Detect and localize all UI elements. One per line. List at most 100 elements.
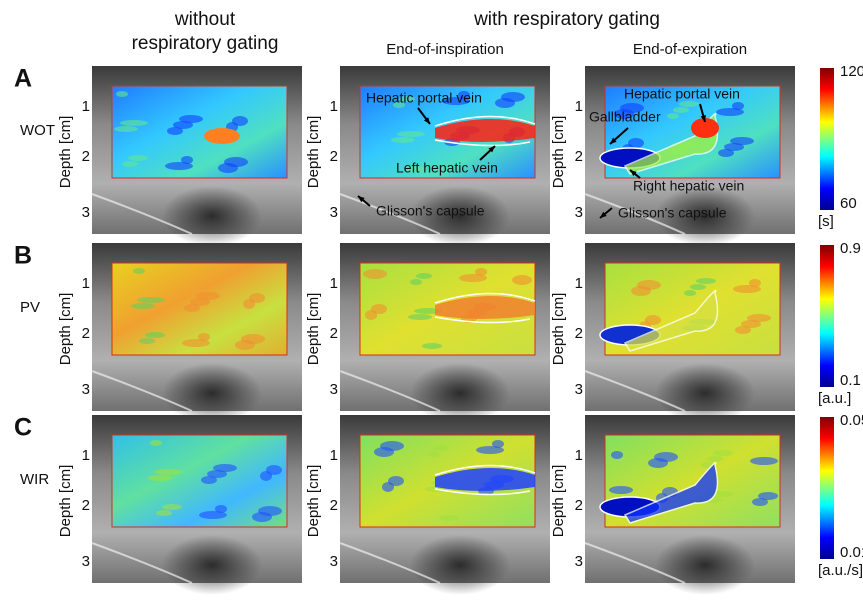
vessel [623,461,719,524]
y-axis-label: Depth [cm] [57,465,74,538]
texture [201,476,217,484]
y-tick-label: 2 [330,148,338,165]
capsule-line [339,542,441,584]
vessel [435,118,535,142]
texture [258,506,282,516]
vessel [435,467,535,491]
texture [266,465,282,475]
texture [116,91,128,97]
ultrasound-panel [584,243,795,423]
ultrasound-panel [584,415,795,595]
column-subheader: End-of-expiration [633,41,747,58]
colorbar-min: 0.01 [840,544,863,561]
texture [249,293,265,303]
texture [232,116,248,126]
texture [207,470,227,478]
y-tick-label: 2 [82,497,90,514]
texture [179,115,203,123]
texture [397,131,425,137]
texture [139,338,155,344]
y-tick-label: 3 [82,204,90,221]
y-axis-label: Depth [cm] [57,293,74,366]
arrow-head [630,170,637,177]
texture [410,279,422,285]
colorbar-max: 120 [840,63,863,80]
annotation: Glisson's capsule [376,203,485,219]
texture [707,456,723,462]
shadow [162,535,262,595]
y-tick-label: 3 [82,381,90,398]
texture [154,469,182,475]
annotation: Hepatic portal vein [366,90,482,106]
vessel [435,295,535,319]
ultrasound-panel [91,66,302,246]
texture [393,102,405,108]
texture [724,143,744,151]
texture [167,127,183,135]
group-header: with respiratory gating [473,9,660,30]
texture [224,157,248,167]
texture [747,314,771,322]
texture [637,280,661,290]
texture [181,156,193,164]
arrow-head [358,196,365,203]
outline [434,115,536,147]
texture [388,476,404,486]
texture [716,108,744,116]
y-axis-label: Depth [cm] [550,293,567,366]
y-tick-label: 1 [82,275,90,292]
y-tick-label: 2 [575,325,583,342]
texture [213,464,237,472]
column-header: without [174,9,236,30]
y-tick-label: 1 [575,275,583,292]
texture [458,91,470,99]
shadow [410,363,510,423]
texture [690,284,706,290]
arrow-head [610,137,617,144]
texture [696,278,716,284]
texture [408,314,432,320]
texture [199,511,227,519]
ultrasound-panel [584,66,795,246]
y-axis-label: Depth [cm] [305,465,322,538]
shadow [162,363,262,423]
texture [620,103,644,113]
capsule-line [584,370,686,412]
texture [442,97,470,105]
shadow [162,186,262,246]
y-tick-label: 1 [330,275,338,292]
texture [363,269,387,279]
y-tick-label: 2 [330,325,338,342]
annotation: Right hepatic vein [633,178,744,194]
colorbar-min: 0.1 [840,372,861,389]
texture [131,303,155,309]
y-tick-label: 1 [575,98,583,115]
panel-letter: B [14,242,32,270]
capsule-line [584,542,686,584]
texture [750,457,778,465]
capsule-line [91,370,193,412]
parametric-map [111,85,288,179]
colorbar-unit: [a.u./s] [818,562,863,579]
texture [128,155,148,161]
texture [137,297,165,303]
texture [198,333,210,341]
ultrasound-panel [91,415,302,595]
texture [196,292,220,300]
texture [609,486,633,494]
ultrasound-panel [91,243,302,423]
vessel [204,128,240,144]
texture [165,162,193,170]
annotation: Hepatic portal vein [624,86,740,102]
y-tick-label: 1 [330,98,338,115]
capsule-line [339,370,441,412]
y-tick-label: 2 [330,497,338,514]
colorbar-max: 0.9 [840,240,861,257]
colorbar-min: 60 [840,195,857,212]
texture [114,126,138,132]
y-tick-label: 1 [82,447,90,464]
row-name: WOT [20,122,55,139]
texture [741,320,761,328]
annotation: Gallbladder [589,109,661,125]
